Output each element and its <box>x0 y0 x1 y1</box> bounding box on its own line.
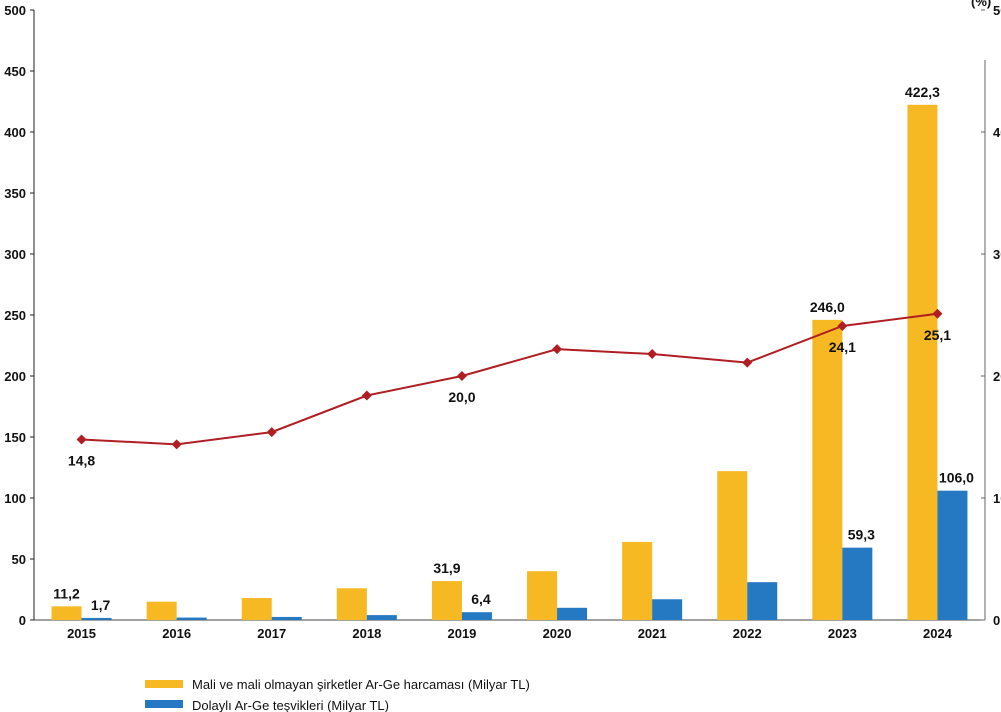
spending-bar-2023 <box>812 319 843 620</box>
line-data-label: 25,1 <box>924 327 951 343</box>
spending-bar-2024 <box>907 104 938 620</box>
right-axis-label: (%) <box>971 0 991 9</box>
incentive-bar-2020 <box>557 607 588 620</box>
left-tick-label: 100 <box>4 491 26 506</box>
legend-label-incentives: Dolaylı Ar-Ge teşvikleri (Milyar TL) <box>192 698 389 712</box>
right-tick-label: 30 <box>993 247 1001 262</box>
data-label: 31,9 <box>433 560 460 576</box>
spending-bar-2016 <box>146 601 177 620</box>
incentive-bar-2022 <box>747 582 778 620</box>
spending-bar-2022 <box>717 471 748 620</box>
share-line <box>81 312 938 446</box>
x-tick-label: 2016 <box>162 626 191 641</box>
spending-bar-2021 <box>622 541 653 620</box>
line-point-2020 <box>552 344 563 355</box>
x-tick-label: 2020 <box>543 626 572 641</box>
right-tick-label: 0 <box>993 613 1000 628</box>
spending-bar-2018 <box>336 588 367 620</box>
right-tick-label: 50 <box>993 3 1001 18</box>
legend-swatch-incentives <box>145 700 183 708</box>
line-data-label: 20,0 <box>448 389 475 405</box>
x-tick-label: 2017 <box>257 626 286 641</box>
x-tick-label: 2023 <box>828 626 857 641</box>
x-tick-label: 2021 <box>638 626 667 641</box>
left-tick-label: 500 <box>4 3 26 18</box>
incentive-bar-2017 <box>271 616 302 620</box>
left-tick-label: 250 <box>4 308 26 323</box>
data-label: 59,3 <box>848 527 875 543</box>
line-point-2022 <box>742 357 753 368</box>
data-label: 246,0 <box>810 299 845 315</box>
incentive-bar-2018 <box>366 615 397 620</box>
left-tick-label: 50 <box>12 552 26 567</box>
incentive-bar-2023 <box>842 547 873 620</box>
x-tick-label: 2019 <box>447 626 476 641</box>
spending-bar-2020 <box>527 571 558 620</box>
x-tick-label: 2022 <box>733 626 762 641</box>
right-tick-label: 20 <box>993 369 1001 384</box>
incentive-bar-2015 <box>81 617 112 620</box>
left-tick-label: 300 <box>4 247 26 262</box>
spending-bar-2017 <box>241 598 272 620</box>
line-point-2016 <box>171 439 182 450</box>
incentive-bar-2024 <box>937 490 968 620</box>
spending-bar-2015 <box>51 606 82 620</box>
left-tick-label: 400 <box>4 125 26 140</box>
left-tick-label: 450 <box>4 64 26 79</box>
incentive-bar-2021 <box>652 599 683 620</box>
x-tick-label: 2015 <box>67 626 96 641</box>
legend-swatch-rd-spending <box>145 680 183 688</box>
legend: Mali ve mali olmayan şirketler Ar-Ge har… <box>145 677 530 712</box>
left-tick-label: 0 <box>19 613 26 628</box>
legend-label-rd-spending: Mali ve mali olmayan şirketler Ar-Ge har… <box>192 677 530 692</box>
incentive-bar-2016 <box>176 617 207 620</box>
data-label: 6,4 <box>471 591 491 607</box>
line-data-label: 24,1 <box>829 339 856 355</box>
line-point-2019 <box>456 371 467 381</box>
line-point-2024 <box>932 308 943 319</box>
line-point-2021 <box>647 349 658 360</box>
line-data-label: 14,8 <box>68 452 95 468</box>
x-tick-label: 2018 <box>352 626 381 641</box>
left-tick-label: 200 <box>4 369 26 384</box>
line-point-2017 <box>266 427 277 438</box>
right-tick-label: 40 <box>993 125 1001 140</box>
right-tick-label: 10 <box>993 491 1001 506</box>
x-tick-label: 2024 <box>923 626 953 641</box>
line-point-2015 <box>76 434 87 445</box>
line-point-2023 <box>837 320 848 331</box>
data-label: 106,0 <box>939 470 974 486</box>
data-label: 11,2 <box>53 585 80 601</box>
spending-bar-2019 <box>431 581 462 620</box>
line-point-2018 <box>361 390 372 401</box>
left-tick-label: 150 <box>4 430 26 445</box>
data-label: 422,3 <box>905 84 940 100</box>
data-label: 1,7 <box>91 597 111 613</box>
incentive-bar-2019 <box>461 612 492 620</box>
left-tick-label: 350 <box>4 186 26 201</box>
